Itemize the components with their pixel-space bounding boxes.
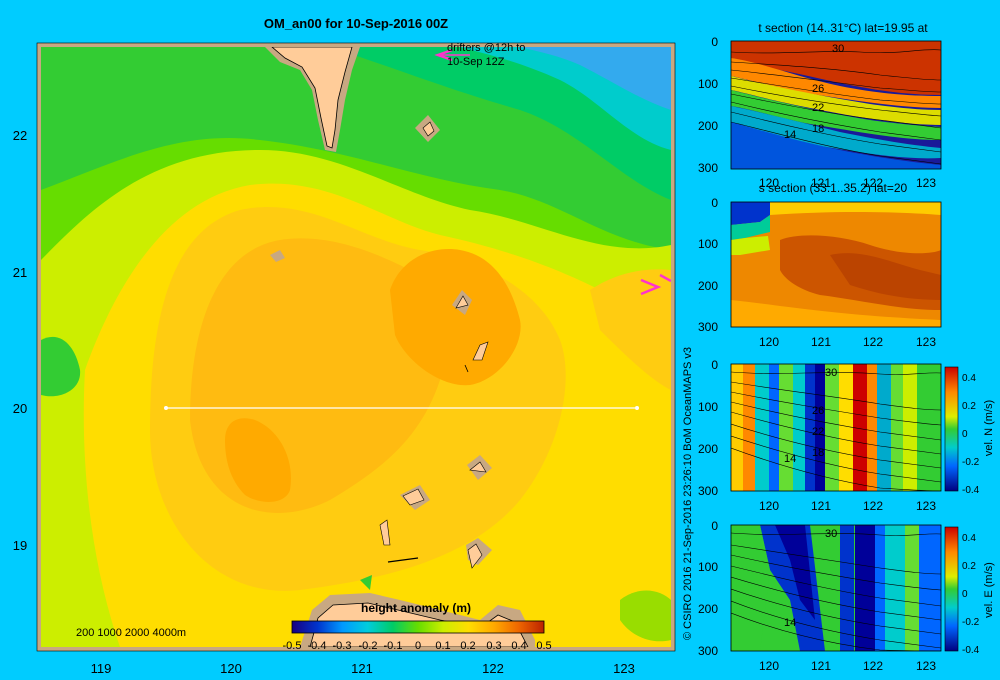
vn-contour-label: 26 [812,405,824,417]
ve-x-tick: 121 [811,659,831,673]
colorbar-tick: -0.3 [333,640,352,652]
vn-colorbar-label: vel. N (m/s) [983,400,995,456]
map-x-tick-122: 122 [482,661,504,676]
colorbar-tick: -0.1 [384,640,403,652]
t-x-tick: 122 [863,176,883,190]
vn-y-tick: 300 [698,484,718,498]
ve-contour-label: 14 [784,617,796,629]
vn-y-tick: 0 [711,358,718,372]
s-x-tick: 123 [916,335,936,349]
vn-colorbar [944,366,959,492]
ve-y-tick: 300 [698,644,718,658]
t-y-tick: 0 [711,35,718,49]
colorbar-tick: 0 [415,640,421,652]
map-x-tick-121: 121 [351,661,373,676]
map-y-tick-21: 21 [13,265,27,280]
vn-y-tick: 100 [698,400,718,414]
drifter-note-line2: 10-Sep 12Z [447,56,505,68]
map-y-tick-20: 20 [13,401,27,416]
ve-y-tick: 0 [711,519,718,533]
map-x-tick-120: 120 [220,661,242,676]
t-y-tick: 100 [698,77,718,91]
vn-y-tick: 200 [698,442,718,456]
s-y-tick: 300 [698,320,718,334]
colorbar-title: height anomaly (m) [361,601,471,615]
colorbar-tick: 0.5 [536,640,551,652]
t-x-tick: 120 [759,176,779,190]
ve-section-field [731,525,941,651]
ve-x-tick: 120 [759,659,779,673]
colorbar-tick: 0.1 [435,640,450,652]
vn-cbar-tick: 0.2 [962,401,976,412]
t-x-tick: 121 [811,176,831,190]
vn-contour-label: 22 [812,426,824,438]
vn-x-tick: 120 [759,499,779,513]
vn-x-tick: 123 [916,499,936,513]
vn-cbar-tick: -0.2 [962,457,980,468]
ve-x-tick: 123 [916,659,936,673]
vn-x-tick: 121 [811,499,831,513]
t-contour-label: 22 [812,102,824,114]
ve-x-tick: 122 [863,659,883,673]
ve-cbar-tick: -0.4 [962,645,980,656]
credit-text: © CSIRO 2016 21-Sep-2016 23:26:10 BoM Oc… [682,347,694,640]
t-contour-label: 26 [812,83,824,95]
colorbar-tick: -0.4 [308,640,327,652]
map-y-tick-22: 22 [13,128,27,143]
colorbar-tick: 0.2 [460,640,475,652]
ve-y-tick: 200 [698,602,718,616]
t-contour-label: 30 [832,43,844,55]
drifter-note-line1: drifters @12h to [447,42,525,54]
s-section-title: s section (33.1..35.2) lat=20 [759,181,908,195]
s-y-tick: 0 [711,196,718,210]
ve-colorbar [944,526,959,652]
s-x-tick: 121 [811,335,831,349]
s-x-tick: 122 [863,335,883,349]
s-section-field [731,202,941,327]
map-y-tick-19: 19 [13,538,27,553]
map-x-tick-123: 123 [613,661,635,676]
s-y-tick: 100 [698,237,718,251]
vn-cbar-tick: -0.4 [962,485,980,496]
colorbar-tick: 0.3 [486,640,501,652]
t-section-field [731,41,941,169]
t-contour-label: 14 [784,129,796,141]
map-x-tick-119: 119 [91,661,112,676]
t-x-tick: 123 [916,176,936,190]
vn-section-field [731,364,941,491]
map-x-ticks: 119 120 121 122 123 [91,661,635,676]
ve-cbar-tick: 0.2 [962,561,976,572]
map-y-ticks: 22 21 20 19 [13,128,27,553]
t-y-tick: 200 [698,119,718,133]
vn-contour-label: 18 [812,447,824,459]
height-anomaly-field [41,47,671,647]
ve-contour-label: 30 [825,528,837,540]
map-colorbar: height anomaly (m) -0.5 -0.4 -0.3 -0.2 -… [283,601,552,652]
vn-x-tick: 122 [863,499,883,513]
t-contour-label: 18 [812,123,824,135]
colorbar-tick: 0.4 [511,640,526,652]
map-title: OM_an00 for 10-Sep-2016 00Z [264,16,448,31]
t-y-tick: 300 [698,161,718,175]
vn-cbar-tick: 0.4 [962,373,976,384]
t-section-title: t section (14..31°C) lat=19.95 at [758,21,928,35]
depth-legend: 200 1000 2000 4000m [76,627,186,639]
s-x-tick: 120 [759,335,779,349]
ve-colorbar-label: vel. E (m/s) [983,562,995,618]
vn-contour-label: 30 [825,367,837,379]
s-y-tick: 200 [698,279,718,293]
colorbar-tick: -0.2 [359,640,378,652]
colorbar-tick: -0.5 [283,640,302,652]
vn-cbar-tick: 0 [962,429,968,440]
ve-cbar-tick: 0 [962,589,968,600]
ve-cbar-tick: -0.2 [962,617,980,628]
ve-cbar-tick: 0.4 [962,533,976,544]
ve-y-tick: 100 [698,560,718,574]
vn-contour-label: 14 [784,453,796,465]
